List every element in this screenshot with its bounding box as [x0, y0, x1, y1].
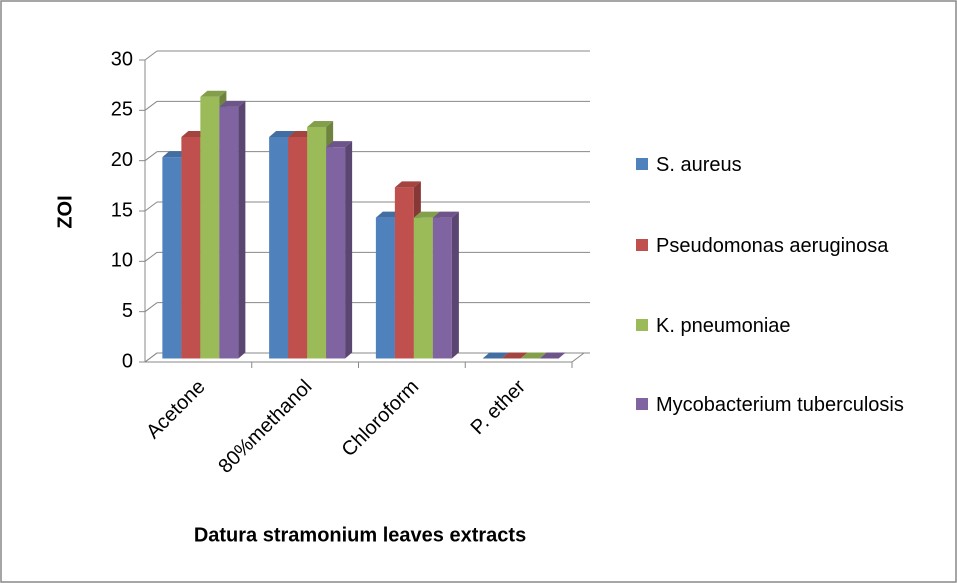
- bar-front: [375, 217, 395, 359]
- bar-top: [520, 352, 547, 359]
- bar-top: [326, 141, 353, 148]
- bar: [326, 141, 353, 359]
- bar-front: [200, 96, 220, 359]
- y-tick-label: 30: [111, 48, 133, 70]
- y-tick-label: 20: [111, 149, 133, 171]
- bar-top: [307, 120, 334, 127]
- bar: [219, 100, 246, 359]
- bar-side: [238, 100, 246, 359]
- x-axis-label: Datura stramonium leaves extracts: [194, 524, 526, 546]
- bar-front: [219, 106, 239, 359]
- legend-item: S. aureus: [636, 152, 906, 178]
- y-tick-label: 25: [111, 99, 133, 121]
- bar-top: [269, 131, 296, 138]
- y-tick-label: 0: [122, 350, 133, 372]
- bar-front: [326, 147, 346, 359]
- grid-line: [144, 100, 158, 111]
- bar-top: [482, 352, 509, 359]
- legend-swatch: [636, 239, 648, 251]
- bar-front: [269, 137, 289, 359]
- legend-swatch: [636, 158, 648, 170]
- bar-top: [219, 100, 246, 107]
- bar: [539, 352, 566, 359]
- bar-side: [451, 211, 459, 359]
- legend-item: Mycobacterium tuberculosis: [636, 392, 906, 418]
- y-tick-label: 5: [122, 300, 133, 322]
- y-tick-label: 10: [111, 250, 133, 272]
- bar-front: [394, 187, 414, 359]
- y-axis-label: ZOI: [54, 195, 76, 228]
- y-tick-label: 15: [111, 199, 133, 221]
- grid-line: [144, 302, 158, 313]
- legend-swatch: [636, 319, 648, 331]
- bar-front: [162, 157, 182, 359]
- legend-label: K. pneumoniae: [656, 315, 791, 337]
- legend-item: Pseudomonas aeruginosa: [636, 233, 906, 259]
- bar-side: [345, 141, 353, 359]
- legend-item: K. pneumoniae: [636, 313, 906, 339]
- bar: [432, 211, 459, 359]
- bar-top: [432, 211, 459, 218]
- bar: [501, 352, 528, 359]
- grid-line: [144, 151, 158, 162]
- grid-line: [144, 201, 158, 212]
- legend-swatch: [636, 398, 648, 410]
- bar-top: [200, 90, 227, 97]
- bar-front: [413, 217, 433, 359]
- bar-top: [394, 181, 421, 188]
- bar: [520, 352, 547, 359]
- bar-front: [432, 217, 452, 359]
- bar: [482, 352, 509, 359]
- bar-front: [181, 137, 201, 359]
- grid-line: [144, 50, 158, 61]
- legend-label: S. aureus: [656, 154, 742, 176]
- grid-line: [144, 352, 158, 363]
- bar-top: [413, 211, 440, 218]
- legend-label: Pseudomonas aeruginosa: [656, 235, 889, 257]
- bar-front: [307, 126, 327, 359]
- bar-top: [539, 352, 566, 359]
- legend-label: Mycobacterium tuberculosis: [656, 394, 904, 416]
- bar-front: [288, 137, 308, 359]
- bar-top: [501, 352, 528, 359]
- grid-line: [144, 251, 158, 262]
